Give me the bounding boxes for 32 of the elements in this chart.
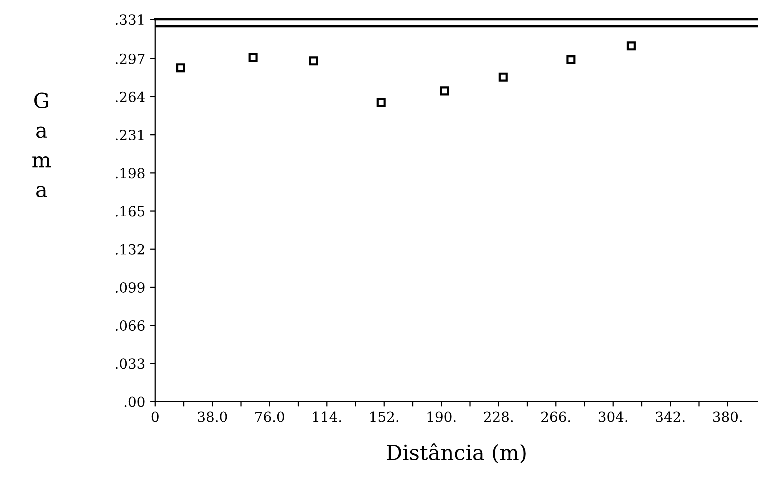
x-axis-title: Distância (m) <box>387 444 526 464</box>
x-tick-label: 228. <box>484 412 514 422</box>
y-tick-label: .198 <box>116 168 145 179</box>
y-tick-label: .132 <box>116 244 144 255</box>
y-tick-label: .099 <box>116 282 145 293</box>
x-tick-label: 0 <box>152 412 159 422</box>
x-tick-label: 38.0 <box>198 412 228 422</box>
point <box>248 53 258 62</box>
point <box>309 56 318 66</box>
point <box>626 42 636 51</box>
x-tick-label: 380. <box>713 412 742 422</box>
point <box>176 64 186 73</box>
point <box>440 86 450 96</box>
x-tick-label: 114. <box>313 412 342 422</box>
x-tick-label: 190. <box>428 412 456 422</box>
x-tick-label: 266. <box>542 412 570 422</box>
point <box>566 55 576 65</box>
x-tick-label: 76.0 <box>256 412 284 422</box>
y-tick-label: .264 <box>116 92 145 102</box>
y-tick-label: .331 <box>116 14 144 26</box>
y-tick-label: .066 <box>116 320 145 332</box>
y-axis-title: Gama <box>32 92 51 198</box>
x-tick-label: 342. <box>656 412 685 422</box>
y-tick-label: .165 <box>116 206 145 217</box>
x-tick-label: 304. <box>598 412 628 422</box>
x-tick-label: 152. <box>370 412 399 422</box>
y-tick-label: .033 <box>116 358 145 370</box>
y-tick-label: .297 <box>116 54 145 64</box>
y-tick-label: .00 <box>124 396 145 408</box>
point <box>376 98 386 108</box>
y-tick-label: .231 <box>116 130 144 141</box>
point <box>498 72 508 82</box>
